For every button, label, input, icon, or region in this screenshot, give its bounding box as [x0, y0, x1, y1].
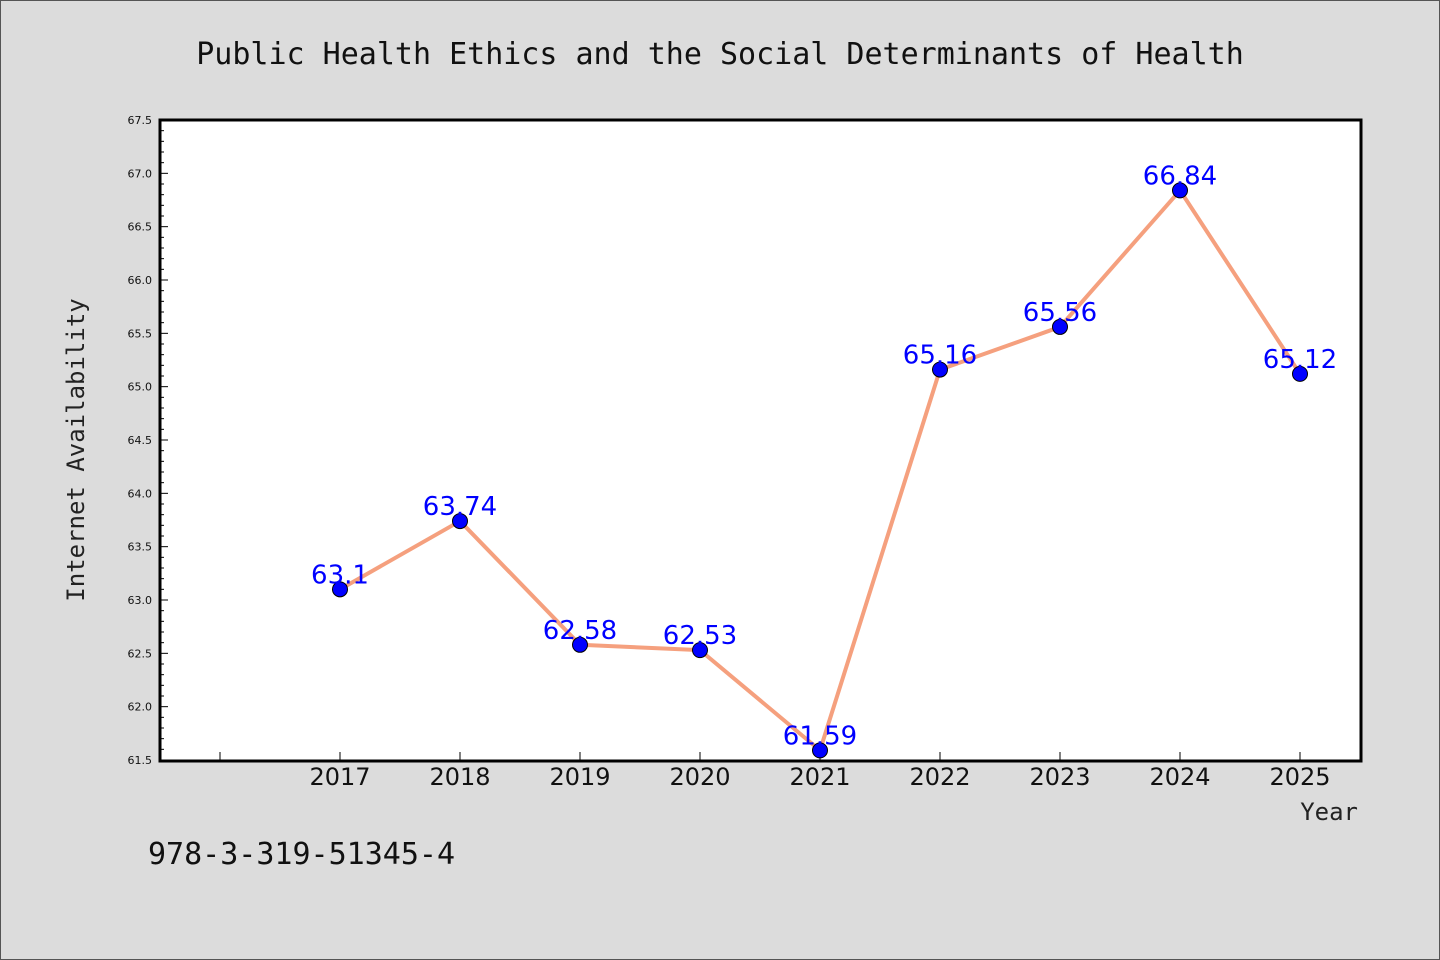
- data-point-label: 66.84: [1143, 161, 1217, 191]
- data-point-marker: [572, 636, 588, 653]
- data-point-marker: [452, 513, 468, 530]
- y-tick-label: 65.5: [128, 327, 153, 340]
- data-point-label: 61.59: [783, 721, 857, 751]
- y-axis-ticks: 61.5 62.0 62.5 63.0 63.5 64.0 64.5 65.0 65.5 66.0…: [128, 114, 168, 767]
- data-point-marker: [332, 581, 348, 598]
- y-tick-label: 65.0: [128, 381, 153, 394]
- y-tick-label: 66.0: [128, 274, 153, 287]
- data-point-marker: [812, 742, 828, 759]
- isbn-footer: 978-3-319-51345-4: [148, 837, 455, 872]
- data-point-label: 62.53: [663, 621, 737, 651]
- data-point-marker: [1172, 182, 1188, 199]
- x-tick-label: 2020: [669, 763, 730, 791]
- x-axis-ticks: 2017 2018 2019 2020 2021 2022 2023 2024 2025: [219, 752, 1331, 791]
- y-tick-label: 67.0: [128, 167, 153, 180]
- x-tick-label: 2019: [549, 763, 610, 791]
- plot-area: [158, 118, 1363, 763]
- data-point-label: 62.58: [543, 616, 617, 646]
- y-tick-label: 67.5: [128, 114, 153, 127]
- x-tick-label: 2024: [1149, 763, 1210, 791]
- chart-title: Public Health Ethics and the Social Dete…: [196, 37, 1244, 72]
- x-axis-label: Year: [1300, 798, 1358, 826]
- y-tick-label: 63.5: [128, 541, 153, 554]
- y-tick-label: 63.0: [128, 594, 153, 607]
- data-point-label: 63.1: [311, 560, 369, 590]
- data-point-label: 65.12: [1263, 345, 1337, 375]
- data-point-label: 65.56: [1023, 298, 1097, 328]
- y-tick-label: 64.5: [128, 434, 153, 447]
- y-tick-label: 62.5: [128, 647, 153, 660]
- data-point-marker: [1292, 365, 1308, 382]
- y-tick-label: 61.5: [128, 754, 153, 767]
- y-tick-label: 62.0: [128, 701, 153, 714]
- x-tick-label: 2022: [909, 763, 970, 791]
- x-tick-label: 2021: [789, 763, 850, 791]
- y-tick-label: 64.0: [128, 487, 153, 500]
- x-tick-label: 2023: [1029, 763, 1090, 791]
- data-point-label: 65.16: [903, 341, 977, 371]
- data-point-label: 63.74: [423, 492, 497, 522]
- y-axis-label: Internet Availability: [62, 298, 90, 601]
- data-labels: 63.1 63.74 62.58 62.53 61.59 65.16 65.56 66.84 6…: [311, 161, 1337, 751]
- data-point-marker: [692, 642, 708, 659]
- x-tick-label: 2018: [429, 763, 490, 791]
- data-markers: [332, 182, 1308, 759]
- x-tick-label: 2025: [1269, 763, 1330, 791]
- x-tick-label: 2017: [309, 763, 370, 791]
- y-tick-label: 66.5: [128, 221, 153, 234]
- data-point-marker: [932, 361, 948, 378]
- data-point-marker: [1052, 318, 1068, 335]
